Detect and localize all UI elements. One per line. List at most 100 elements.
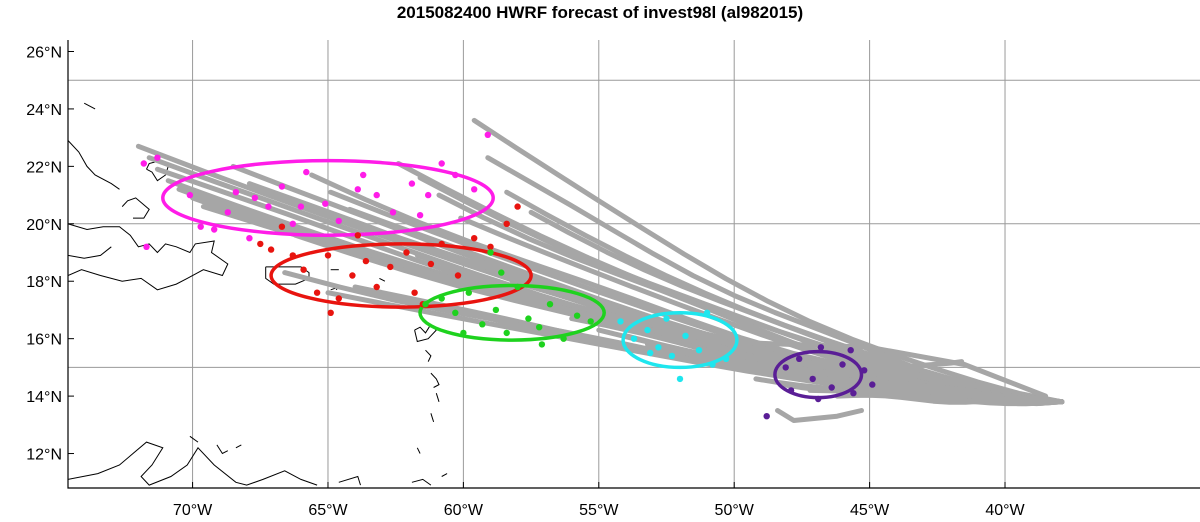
purple-position-point — [839, 361, 846, 368]
plot-frame — [67, 40, 1200, 489]
coastline — [411, 478, 432, 486]
green-position-point — [460, 329, 467, 337]
forecast-track — [775, 408, 864, 423]
red-position-point — [313, 289, 321, 296]
cyan-position-point — [695, 347, 703, 354]
red-position-point — [335, 295, 342, 302]
coastline — [430, 372, 440, 388]
red-position-point — [411, 289, 418, 296]
green-position-point — [514, 283, 521, 291]
red-position-point — [257, 240, 264, 248]
magenta-position-point — [416, 212, 424, 219]
lon-tick-label: 45°W — [850, 502, 890, 519]
magenta-position-point — [232, 189, 240, 196]
magenta-position-point — [360, 171, 367, 179]
latitude-ticks: 12°N 14°N 16°N 18°N 20°N 22°N 24°N 26°N — [26, 44, 74, 464]
lon-tick-label: 40°W — [985, 502, 1025, 519]
magenta-position-point — [354, 186, 361, 193]
magenta-position-point — [408, 180, 416, 187]
cyan-position-point — [644, 326, 651, 334]
map-title: 2015082400 HWRF forecast of invest98l (a… — [396, 3, 804, 22]
longitude-ticks: 70°W 65°W 60°W 55°W 50°W 45°W 40°W — [173, 482, 1026, 519]
green-position-point — [503, 329, 510, 337]
purple-position-point — [796, 355, 803, 362]
coastline — [121, 197, 150, 219]
red-position-point — [514, 203, 521, 210]
coastline — [68, 441, 318, 486]
magenta-position-point — [484, 131, 491, 138]
magenta-position-point — [471, 186, 478, 193]
lon-tick-label: 55°W — [579, 502, 619, 519]
purple-position-point — [763, 413, 770, 420]
coastline — [235, 444, 242, 449]
coastline — [379, 277, 386, 282]
lat-tick-label: 14°N — [26, 389, 62, 406]
green-position-point — [452, 309, 459, 316]
red-ellipse — [269, 242, 533, 309]
magenta-position-point — [322, 200, 329, 207]
green-position-point — [536, 324, 543, 331]
lat-tick-label: 16°N — [26, 332, 62, 349]
coastline — [68, 140, 120, 190]
purple-position-point — [869, 381, 876, 388]
cyan-position-point — [709, 361, 716, 368]
lon-tick-label: 70°W — [173, 502, 213, 519]
red-position-point — [373, 283, 380, 291]
lat-tick-label: 18°N — [26, 274, 62, 291]
green-position-point — [487, 249, 494, 256]
coastline — [430, 413, 435, 423]
forecast-track — [834, 392, 1065, 405]
forecast-positions — [140, 131, 876, 420]
red-position-point — [454, 272, 462, 279]
cyan-position-point — [617, 318, 624, 325]
forecast-track — [471, 117, 1065, 405]
coastline — [338, 475, 361, 486]
magenta-ellipse — [161, 158, 495, 237]
red-position-point — [403, 249, 410, 256]
cyan-ellipse — [621, 311, 739, 370]
magenta-position-point — [154, 154, 161, 161]
magenta-position-point — [278, 183, 286, 190]
red-position-point — [278, 223, 286, 230]
magenta-position-point — [143, 243, 150, 250]
forecast-track — [485, 155, 1065, 405]
coastline — [68, 246, 112, 259]
red-position-point — [471, 235, 478, 242]
forecast-track — [710, 339, 1049, 399]
purple-position-point — [809, 375, 816, 383]
magenta-position-point — [303, 168, 310, 176]
red-position-point — [487, 243, 494, 250]
lat-tick-label: 22°N — [26, 159, 62, 176]
coastline — [216, 444, 229, 455]
lon-tick-label: 65°W — [308, 502, 348, 519]
magenta-position-point — [373, 191, 380, 199]
lon-tick-label: 50°W — [715, 502, 755, 519]
red-position-point — [427, 260, 435, 268]
magenta-position-point — [224, 209, 231, 216]
red-position-point — [349, 272, 356, 279]
coastline — [416, 447, 421, 454]
magenta-position-point — [289, 220, 296, 227]
coastline — [425, 349, 432, 362]
magenta-position-point — [297, 203, 305, 210]
coastline — [435, 393, 440, 402]
magenta-position-point — [197, 223, 204, 230]
magenta-position-point — [452, 171, 459, 179]
lat-tick-label: 12°N — [26, 447, 62, 464]
cyan-position-point — [722, 355, 730, 362]
coastline — [441, 473, 448, 477]
red-position-point — [300, 266, 307, 273]
coastline — [189, 435, 199, 443]
green-position-point — [498, 269, 505, 276]
red-position-point — [289, 252, 296, 259]
green-position-point — [465, 289, 472, 296]
green-position-point — [438, 295, 445, 302]
red-position-point — [362, 257, 370, 265]
magenta-position-point — [335, 217, 342, 225]
cyan-position-point — [630, 335, 638, 342]
red-position-point — [503, 220, 510, 227]
lon-tick-label: 60°W — [444, 502, 484, 519]
green-position-point — [538, 341, 546, 348]
purple-position-point — [847, 347, 854, 354]
purple-position-point — [815, 395, 822, 403]
